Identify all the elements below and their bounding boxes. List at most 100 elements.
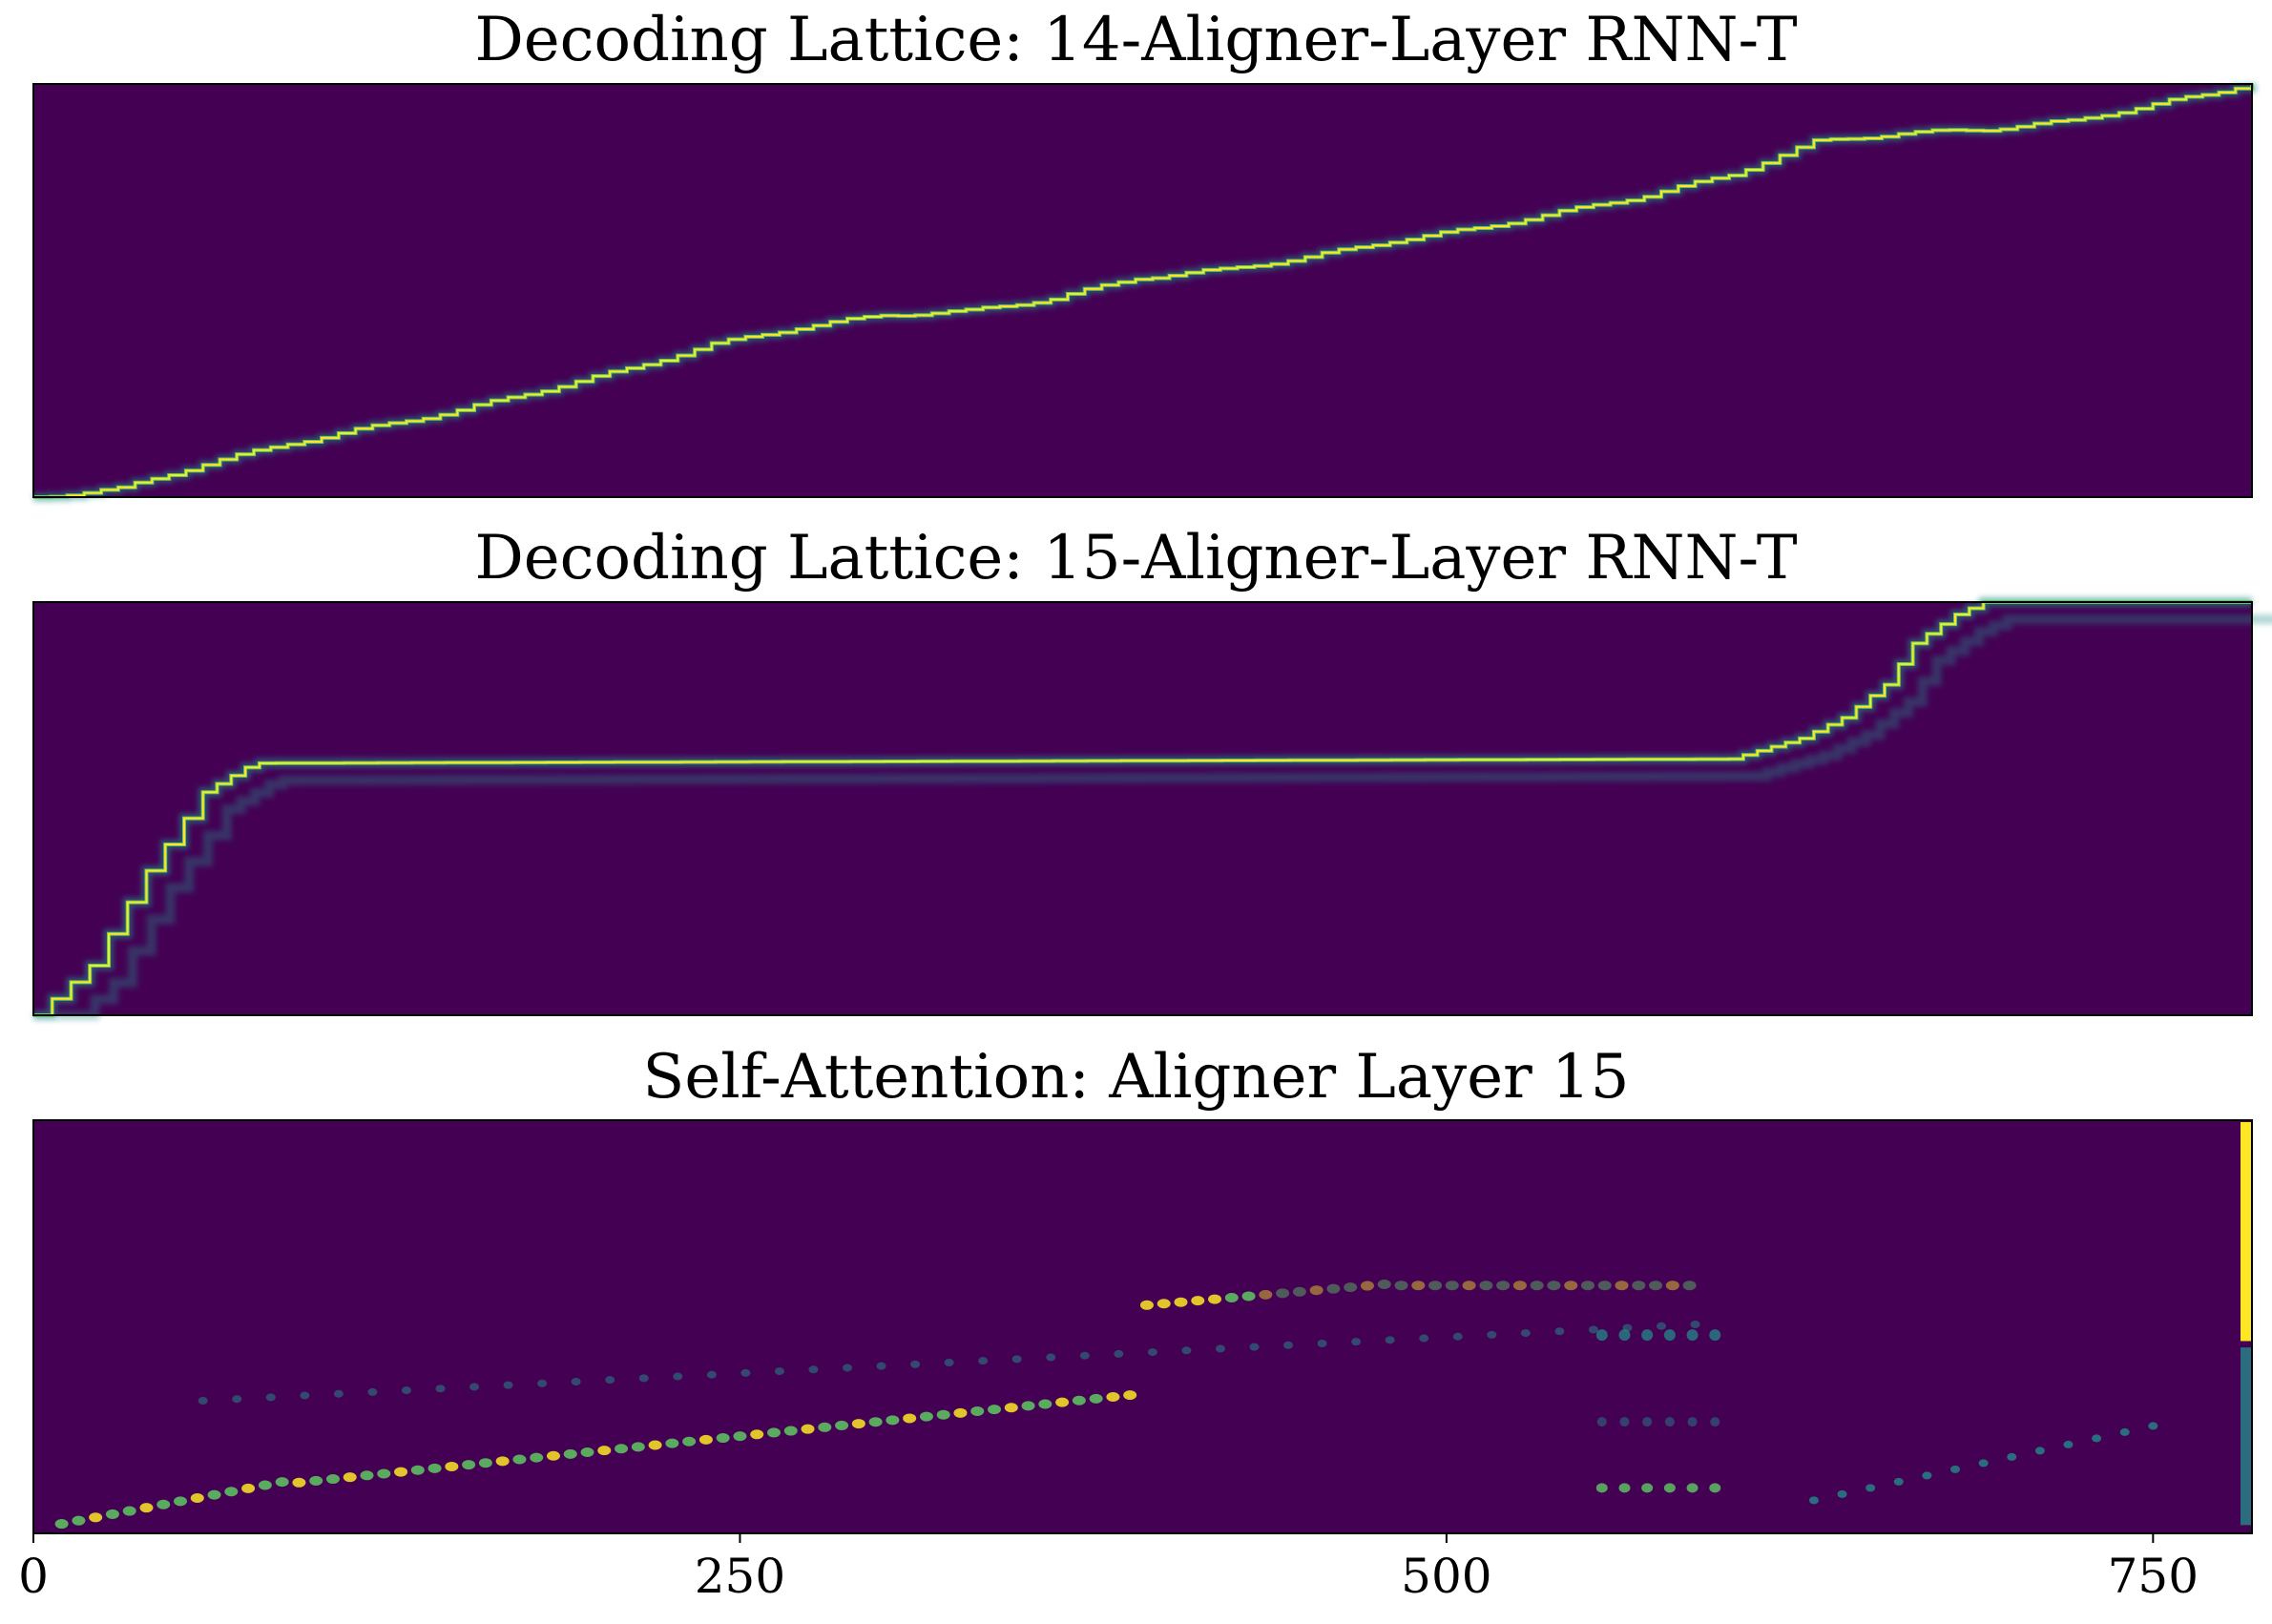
attention-blob (377, 1468, 391, 1479)
attention-blob-faint (1181, 1346, 1192, 1355)
attention-blob (224, 1487, 239, 1497)
attention-blob (1682, 1280, 1697, 1291)
attention-blob-mid-low (1687, 1417, 1698, 1427)
attention-blob-faint (265, 1393, 276, 1402)
attention-blob-faint (300, 1391, 310, 1400)
attention-blob (1445, 1280, 1459, 1291)
attention-blob (818, 1422, 832, 1432)
attention-blob-faint (605, 1376, 615, 1385)
attention-blob-lower-right (2119, 1427, 2130, 1436)
heatmap-panel-2 (32, 597, 2272, 1020)
attention-blob (1259, 1289, 1273, 1300)
attention-blob-faint (571, 1378, 581, 1386)
attention-blob-lower-right (2034, 1447, 2045, 1455)
attention-blob (478, 1458, 492, 1468)
attention-blob-faint (1079, 1351, 1090, 1360)
attention-blob (733, 1431, 747, 1442)
attention-blob-faint (1046, 1353, 1056, 1362)
attention-blob-faint (1351, 1338, 1362, 1346)
attention-blob-mid (1595, 1329, 1608, 1342)
attention-blob (1665, 1280, 1679, 1291)
heatmap-panel-1 (32, 83, 2257, 502)
heatmap-1-frame (32, 83, 2253, 498)
attention-blob-lower-right (1922, 1471, 1932, 1480)
attention-blob (665, 1438, 679, 1448)
attention-blob-faint (673, 1372, 683, 1381)
attention-blob-faint (1487, 1330, 1497, 1339)
chart-title-2: Decoding Lattice: 15-Aligner-Layer RNN-T (474, 523, 1798, 593)
attention-blob-mid-low (1664, 1417, 1675, 1427)
attention-blob (174, 1496, 188, 1507)
attention-blob (597, 1446, 612, 1456)
attention-blob (936, 1409, 950, 1420)
attention-blob-lower-right (2063, 1440, 2074, 1448)
attention-blob (343, 1472, 357, 1483)
lattice-1-path (33, 83, 2253, 498)
attention-blob-lower (1663, 1483, 1676, 1493)
heatmap-panel-3 (32, 1119, 2253, 1534)
attention-blob-faint (1215, 1344, 1225, 1353)
attention-blob (1276, 1288, 1290, 1299)
attention-blob (72, 1515, 86, 1526)
attention-blob (1564, 1280, 1578, 1291)
lattice-2-path-shadow (57, 614, 2272, 1020)
attention-blob-lower-right (2092, 1434, 2102, 1443)
attention-blob-faint (1114, 1349, 1124, 1358)
attention-blob (1106, 1392, 1120, 1403)
attention-blob (325, 1474, 340, 1485)
attention-blob-faint (706, 1370, 717, 1379)
attention-blob (783, 1426, 798, 1436)
attention-edge-column-lower (2241, 1347, 2252, 1526)
attention-blob (1139, 1300, 1154, 1310)
attention-blob (512, 1454, 527, 1465)
attention-blob (360, 1470, 374, 1481)
x-axis: 0 250 500 750 (18, 1533, 2199, 1604)
attention-blob-mid (1686, 1329, 1699, 1342)
attention-blob (919, 1411, 933, 1422)
heatmap-2-frame (32, 601, 2253, 1016)
attention-edge-column (2241, 1122, 2252, 1342)
attention-blob (1428, 1280, 1443, 1291)
attention-blob (1055, 1397, 1070, 1407)
attention-blob-mid (1641, 1329, 1654, 1342)
attention-blob-mid (1663, 1329, 1676, 1342)
attention-blob (54, 1519, 69, 1530)
attention-blob (427, 1463, 442, 1473)
attention-blob (292, 1477, 306, 1488)
attention-blob (1191, 1296, 1205, 1306)
attention-blob-faint (1147, 1348, 1157, 1357)
attention-blob (1496, 1280, 1511, 1291)
attention-blob-faint (537, 1379, 548, 1387)
attention-blob-faint (469, 1383, 480, 1391)
attention-blob (716, 1433, 730, 1444)
attention-blob (122, 1506, 136, 1516)
attention-blob-faint (333, 1389, 344, 1398)
attention-blob (615, 1444, 629, 1454)
attention-blob-lower-right (2007, 1452, 2017, 1461)
attention-blob-mid-low (1642, 1417, 1653, 1427)
attention-blob-faint (1249, 1343, 1260, 1351)
attention-blob (868, 1417, 883, 1427)
attention-blob-lower-right (2148, 1422, 2158, 1430)
attention-blob (1394, 1280, 1408, 1291)
attention-blob-lower (1686, 1483, 1699, 1493)
attention-blob (1072, 1395, 1086, 1405)
heatmap-3-background (33, 1120, 2252, 1533)
attention-blob (682, 1436, 697, 1447)
attention-blob (1309, 1285, 1324, 1296)
attention-blob (1089, 1393, 1103, 1404)
attention-blob-mid-low (1710, 1417, 1720, 1427)
attention-blob (1157, 1299, 1171, 1309)
x-tick-label: 0 (18, 1549, 49, 1604)
attention-blob (1377, 1279, 1391, 1289)
heatmap-3-frame (32, 1119, 2253, 1534)
attention-blob (648, 1440, 662, 1450)
attention-blob-lower (1709, 1483, 1721, 1493)
attention-blob (801, 1424, 815, 1434)
attention-blob-lower-right (1866, 1484, 1876, 1492)
attention-blob (105, 1509, 119, 1519)
attention-blob-faint (944, 1358, 954, 1366)
attention-blob-faint (1452, 1332, 1463, 1341)
attention-blob (1174, 1297, 1188, 1307)
